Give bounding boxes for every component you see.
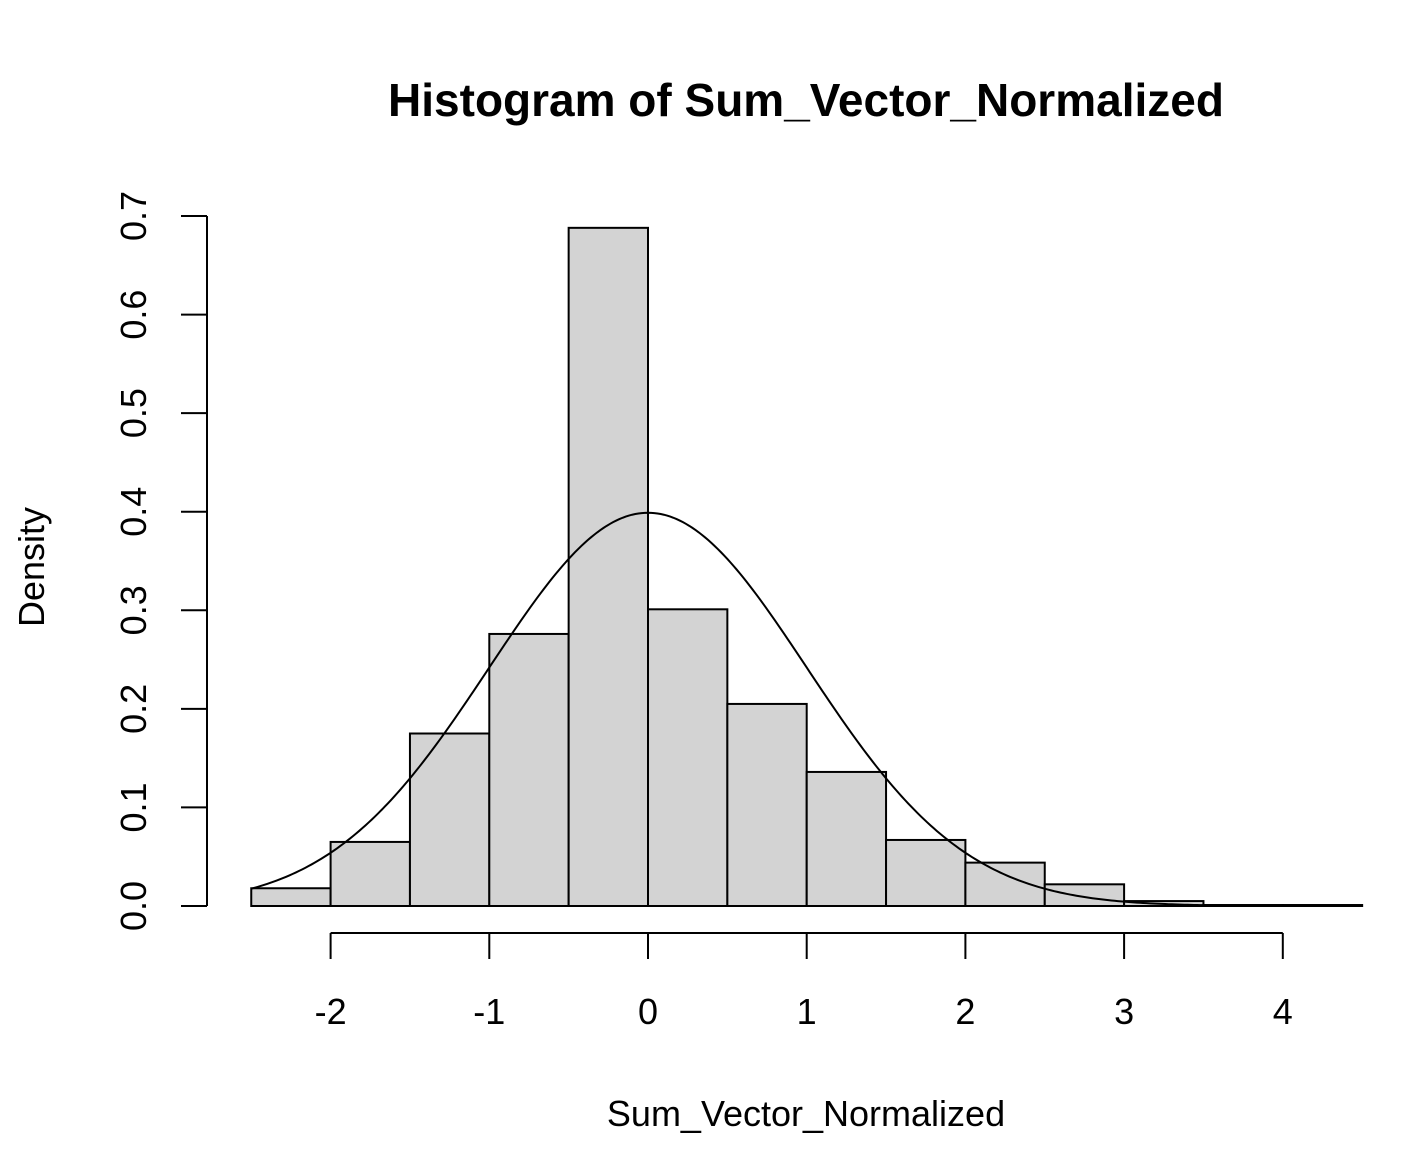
y-tick-label: 0.3 [113,585,154,635]
x-tick-label: -2 [315,991,347,1032]
y-axis-label: Density [11,507,52,627]
x-axis-label: Sum_Vector_Normalized [607,1093,1005,1134]
histogram-bar [567,226,650,908]
histogram-bar [726,702,808,908]
y-tick-label: 0.0 [113,881,154,931]
y-tick-label: 0.1 [113,782,154,832]
y-tick-label: 0.5 [113,388,154,438]
y-tick-label: 0.7 [113,191,154,241]
x-tick-label: 4 [1273,991,1293,1032]
x-axis: -2 -1 0 1 2 3 4 [315,932,1293,1032]
y-tick-label: 0.4 [113,487,154,537]
histogram-bar [408,732,491,907]
histogram-bar [885,838,967,908]
x-tick-label: 2 [955,991,975,1032]
histogram-bar [250,887,332,907]
x-tick-label: 3 [1114,991,1134,1032]
x-tick-label: 1 [797,991,817,1032]
y-axis: 0.0 0.1 0.2 0.3 0.4 0.5 0.6 0.7 [113,191,208,931]
chart-title: Histogram of Sum_Vector_Normalized [388,74,1224,126]
bars-group [250,226,1364,908]
histogram-bar [329,840,411,908]
histogram-bar [805,770,888,908]
y-tick-label: 0.2 [113,684,154,734]
x-tick-label: -1 [473,991,505,1032]
y-tick-label: 0.6 [113,290,154,340]
histogram-bar [647,608,729,908]
density-curve [250,511,1363,907]
x-tick-label: 0 [638,991,658,1032]
histogram-bar [1043,883,1126,907]
histogram-bar [488,632,570,907]
